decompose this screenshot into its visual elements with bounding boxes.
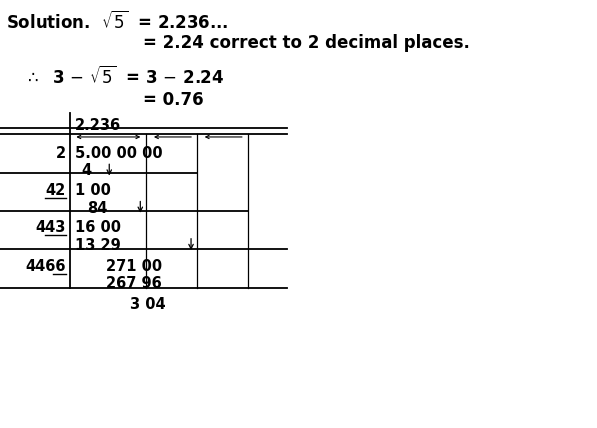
Text: 5.00 00 00: 5.00 00 00 [75,146,163,160]
Text: 3 04: 3 04 [130,297,166,312]
Text: 2.236: 2.236 [75,118,121,133]
Text: 443: 443 [35,220,66,235]
Text: 267 96: 267 96 [106,276,162,291]
Text: 271 00: 271 00 [106,259,162,273]
Text: Solution.  $\sqrt{5}$  = 2.236...: Solution. $\sqrt{5}$ = 2.236... [6,11,229,33]
Text: 2: 2 [56,146,66,160]
Text: = 2.24 correct to 2 decimal places.: = 2.24 correct to 2 decimal places. [143,34,470,52]
Text: 4: 4 [81,163,91,178]
Text: 16 00: 16 00 [75,220,121,235]
Text: 84: 84 [87,201,107,216]
Text: 13 29: 13 29 [75,238,121,253]
Text: 1 00: 1 00 [75,183,111,198]
Text: 4466: 4466 [25,259,66,273]
Text: = 0.76: = 0.76 [143,91,204,109]
Text: $\therefore$  3 $-$ $\sqrt{5}$  = 3 $-$ 2.24: $\therefore$ 3 $-$ $\sqrt{5}$ = 3 $-$ 2.… [24,66,224,89]
Text: 42: 42 [45,183,66,198]
